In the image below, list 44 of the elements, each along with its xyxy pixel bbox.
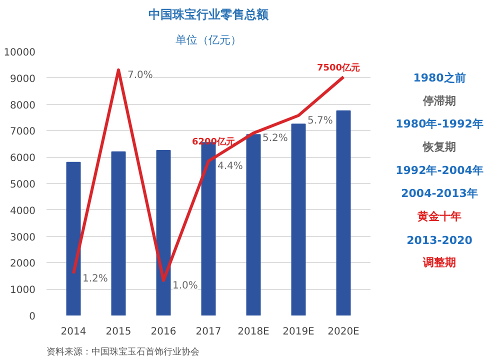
y-tick-label: 4000 — [10, 206, 36, 217]
x-tick-label: 2015 — [106, 326, 132, 338]
y-tick-label: 1000 — [10, 285, 36, 296]
y-tick-label: 6000 — [10, 153, 36, 164]
data-label: 4.4% — [218, 161, 243, 172]
annotation: 7500亿元 — [316, 62, 360, 74]
text: 1980之前 — [413, 71, 466, 84]
y-tick-label: 7000 — [10, 126, 36, 138]
x-tick-label: 2016 — [150, 326, 176, 338]
text: 资料来源：中国珠宝玉石首饰行业协会 — [46, 346, 200, 358]
text: 2013-2020 — [406, 234, 473, 248]
text: 黄金十年 — [416, 210, 462, 223]
chart-subtitle: 单位（亿元） — [176, 34, 242, 46]
text: 2004-2013年 — [401, 186, 478, 200]
y-tick-label: 2000 — [10, 258, 36, 270]
data-label: 1.2% — [82, 273, 108, 284]
y-tick-label: 5000 — [10, 180, 36, 190]
y-tick-label: 3000 — [10, 232, 36, 244]
y-tick-label: 9000 — [10, 74, 36, 85]
text: 1992年-2004年 — [396, 164, 484, 177]
y-tick-label: 0 — [29, 312, 36, 322]
bar — [336, 110, 351, 316]
x-tick-label: 2017 — [196, 326, 222, 338]
chart-title: 中国珠宝行业零售总额 — [148, 8, 270, 22]
bar — [246, 134, 261, 316]
x-tick-label: 2019E — [282, 326, 314, 338]
y-tick-label: 8000 — [10, 100, 36, 112]
data-label: 1.0% — [172, 280, 198, 292]
text: 恢复期 — [422, 140, 456, 154]
data-label: 7.0% — [128, 70, 153, 81]
bar — [291, 124, 306, 316]
bar — [66, 162, 81, 316]
data-label: 5.7% — [308, 116, 333, 127]
x-tick-label: 2018E — [238, 326, 270, 338]
data-label: 5.2% — [262, 133, 288, 144]
bar — [111, 151, 126, 316]
text: 调整期 — [422, 256, 456, 270]
x-tick-label: 2014 — [60, 326, 86, 338]
text: 停滞期 — [422, 94, 456, 108]
bar — [156, 150, 171, 316]
text: 1980年-1992年 — [396, 118, 484, 131]
annotation: 6200亿元 — [192, 136, 236, 148]
y-tick-label: 10000 — [4, 48, 36, 58]
x-tick-label: 2020E — [328, 326, 360, 338]
